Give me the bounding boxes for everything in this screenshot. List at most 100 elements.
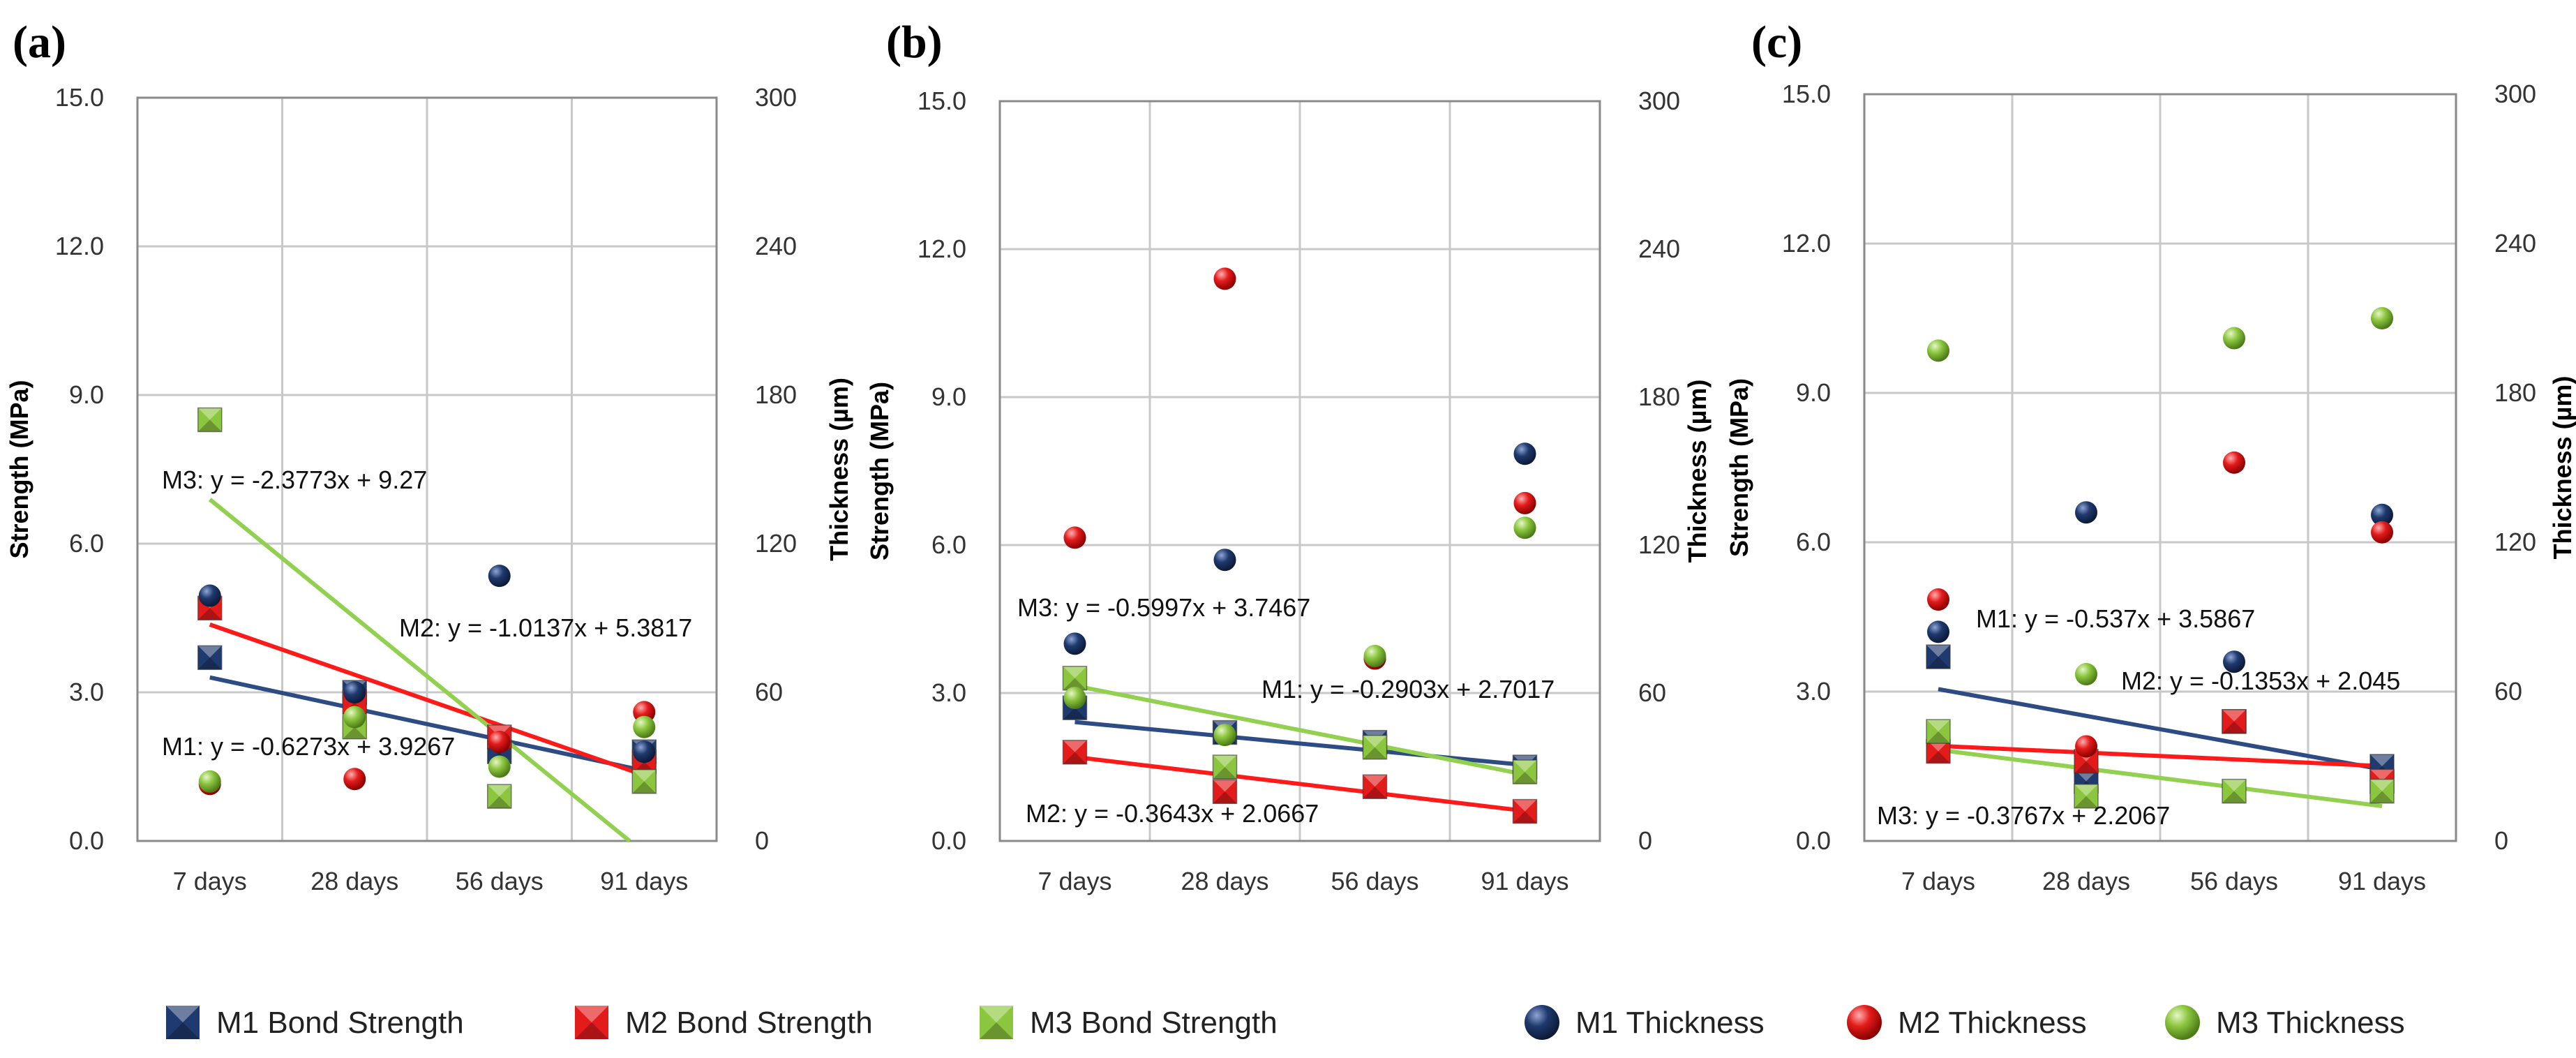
legend-label: M3 Thickness — [2216, 1006, 2405, 1040]
thickness-marker-m2 — [343, 768, 366, 791]
thickness-marker-m2 — [1213, 267, 1236, 290]
thickness-marker-m3 — [488, 755, 511, 778]
trendline-m2 — [1074, 754, 1525, 813]
y2-tick-label: 120 — [1638, 530, 1680, 559]
thickness-marker-m3 — [2371, 307, 2393, 329]
strength-marker-m3 — [1512, 759, 1538, 784]
thickness-marker-m2 — [2371, 521, 2393, 544]
thickness-marker-m3 — [1513, 516, 1536, 539]
strength-marker-m3 — [2369, 778, 2395, 804]
strength-marker-m1 — [197, 645, 223, 671]
trendline-equation-m3: M3: y = -2.3773x + 9.27 — [162, 465, 427, 494]
y-tick-label: 6.0 — [931, 530, 966, 559]
trendline-equation-m3: M3: y = -0.3767x + 2.2067 — [1877, 801, 2170, 830]
x-tick-label: 56 days — [1331, 867, 1418, 895]
legend-item: M2 Thickness — [1847, 1005, 2087, 1040]
y-tick-label: 15.0 — [55, 83, 104, 112]
thickness-marker-m3 — [343, 706, 366, 729]
panel-label: (c) — [1751, 17, 1802, 68]
thickness-marker-m1 — [1213, 549, 1236, 572]
y2-tick-label: 300 — [2494, 80, 2536, 108]
legend-sphere-m3 — [2165, 1005, 2200, 1040]
chart-panel-c: (c) 0.0 3.0 6.0 9.0 12.0 15.0 0 60 120 180 240 300 7 … — [1725, 17, 2576, 895]
y2-tick-label: 180 — [755, 380, 797, 409]
y-tick-label: 6.0 — [69, 529, 104, 558]
thickness-marker-m1 — [488, 565, 511, 588]
x-tick-label: 91 days — [2338, 867, 2426, 895]
strength-marker-m3 — [1926, 719, 1951, 744]
trendline-m2 — [1938, 743, 2383, 768]
y-tick-label: 9.0 — [931, 382, 966, 411]
legend-item: M2 Bond Strength — [575, 1006, 873, 1040]
thickness-marker-m1 — [1063, 632, 1086, 655]
x-tick-label: 28 days — [310, 867, 398, 895]
trendline-m2 — [209, 623, 645, 777]
y2-tick-label: 240 — [2494, 229, 2536, 258]
legend-label: M1 Thickness — [1575, 1006, 1765, 1040]
legend-square-m2 — [575, 1006, 608, 1039]
trendline-equation-m2: M2: y = -1.0137x + 5.3817 — [399, 613, 692, 642]
x-tick-label: 91 days — [600, 867, 688, 895]
y-tick-label: 6.0 — [1796, 528, 1831, 556]
trendline-equation-m2: M2: y = -0.1353x + 2.045 — [2121, 666, 2400, 695]
strength-marker-m3 — [631, 769, 657, 794]
trendline-equation-m1: M1: y = -0.537x + 3.5867 — [1976, 604, 2255, 633]
y2-tick-label: 60 — [2494, 677, 2522, 706]
thickness-marker-m3 — [1363, 645, 1386, 667]
y-tick-label: 12.0 — [918, 234, 966, 263]
legend-label: M3 Bond Strength — [1030, 1006, 1278, 1040]
y2-tick-label: 0 — [755, 826, 769, 855]
x-tick-label: 7 days — [173, 867, 247, 895]
thickness-marker-m2 — [1927, 588, 1949, 611]
y2-tick-label: 0 — [2494, 826, 2508, 855]
y-tick-label: 3.0 — [931, 678, 966, 707]
panel-label: (a) — [13, 17, 66, 68]
y2-tick-label: 240 — [1638, 234, 1680, 263]
thickness-marker-m3 — [198, 770, 221, 793]
strength-marker-m3 — [1362, 734, 1388, 760]
strength-marker-m3 — [487, 784, 512, 809]
strength-marker-m3 — [1062, 666, 1088, 691]
thickness-marker-m2 — [2075, 735, 2097, 758]
legend-square-m1 — [166, 1006, 200, 1039]
legend-label: M2 Thickness — [1898, 1006, 2087, 1040]
panel-label: (b) — [886, 17, 943, 68]
thickness-marker-m3 — [633, 715, 656, 738]
y-tick-label: 12.0 — [55, 232, 104, 260]
y2-tick-label: 0 — [1638, 826, 1652, 855]
thickness-marker-m3 — [2223, 327, 2245, 350]
thickness-marker-m3 — [1213, 724, 1236, 747]
chart-panel-a: (a) 0.0 3.0 6.0 9.0 12.0 15.0 0 60 120 180 240 300 7 … — [5, 17, 853, 895]
y2-axis-title: Thickness (µm) — [1683, 380, 1712, 563]
y-axis-title: Strength (MPa) — [865, 382, 894, 560]
thickness-marker-m1 — [198, 584, 221, 607]
strength-marker-m2 — [1362, 774, 1388, 800]
strength-marker-m3 — [2074, 784, 2099, 809]
y-tick-label: 9.0 — [1796, 378, 1831, 407]
legend-square-m3 — [980, 1006, 1013, 1039]
y-tick-label: 15.0 — [1782, 80, 1831, 108]
plot-frame — [136, 96, 718, 842]
y2-tick-label: 120 — [2494, 528, 2536, 556]
y-axis-title: Strength (MPa) — [1725, 378, 1753, 557]
y2-axis-title: Thickness (µm) — [2548, 376, 2576, 560]
thickness-marker-m2 — [1063, 526, 1086, 549]
strength-marker-m2 — [1512, 798, 1538, 824]
strength-marker-m3 — [2222, 778, 2247, 804]
legend-sphere-m1 — [1525, 1005, 1559, 1040]
y-tick-label: 12.0 — [1782, 229, 1831, 258]
legend-label: M2 Bond Strength — [625, 1006, 873, 1040]
trendline-equation-m3: M3: y = -0.5997x + 3.7467 — [1017, 593, 1310, 622]
thickness-marker-m1 — [1927, 620, 1949, 643]
strength-marker-m2 — [1212, 779, 1238, 805]
trendline-m1 — [209, 675, 645, 773]
x-tick-label: 28 days — [2042, 867, 2130, 895]
thickness-marker-m1 — [2223, 650, 2245, 673]
legend-item: M1 Bond Strength — [166, 1006, 464, 1040]
x-tick-label: 56 days — [456, 867, 544, 895]
x-tick-label: 56 days — [2190, 867, 2278, 895]
y2-tick-label: 60 — [755, 678, 783, 706]
y-tick-label: 15.0 — [918, 87, 966, 115]
strength-marker-m3 — [1212, 754, 1238, 780]
